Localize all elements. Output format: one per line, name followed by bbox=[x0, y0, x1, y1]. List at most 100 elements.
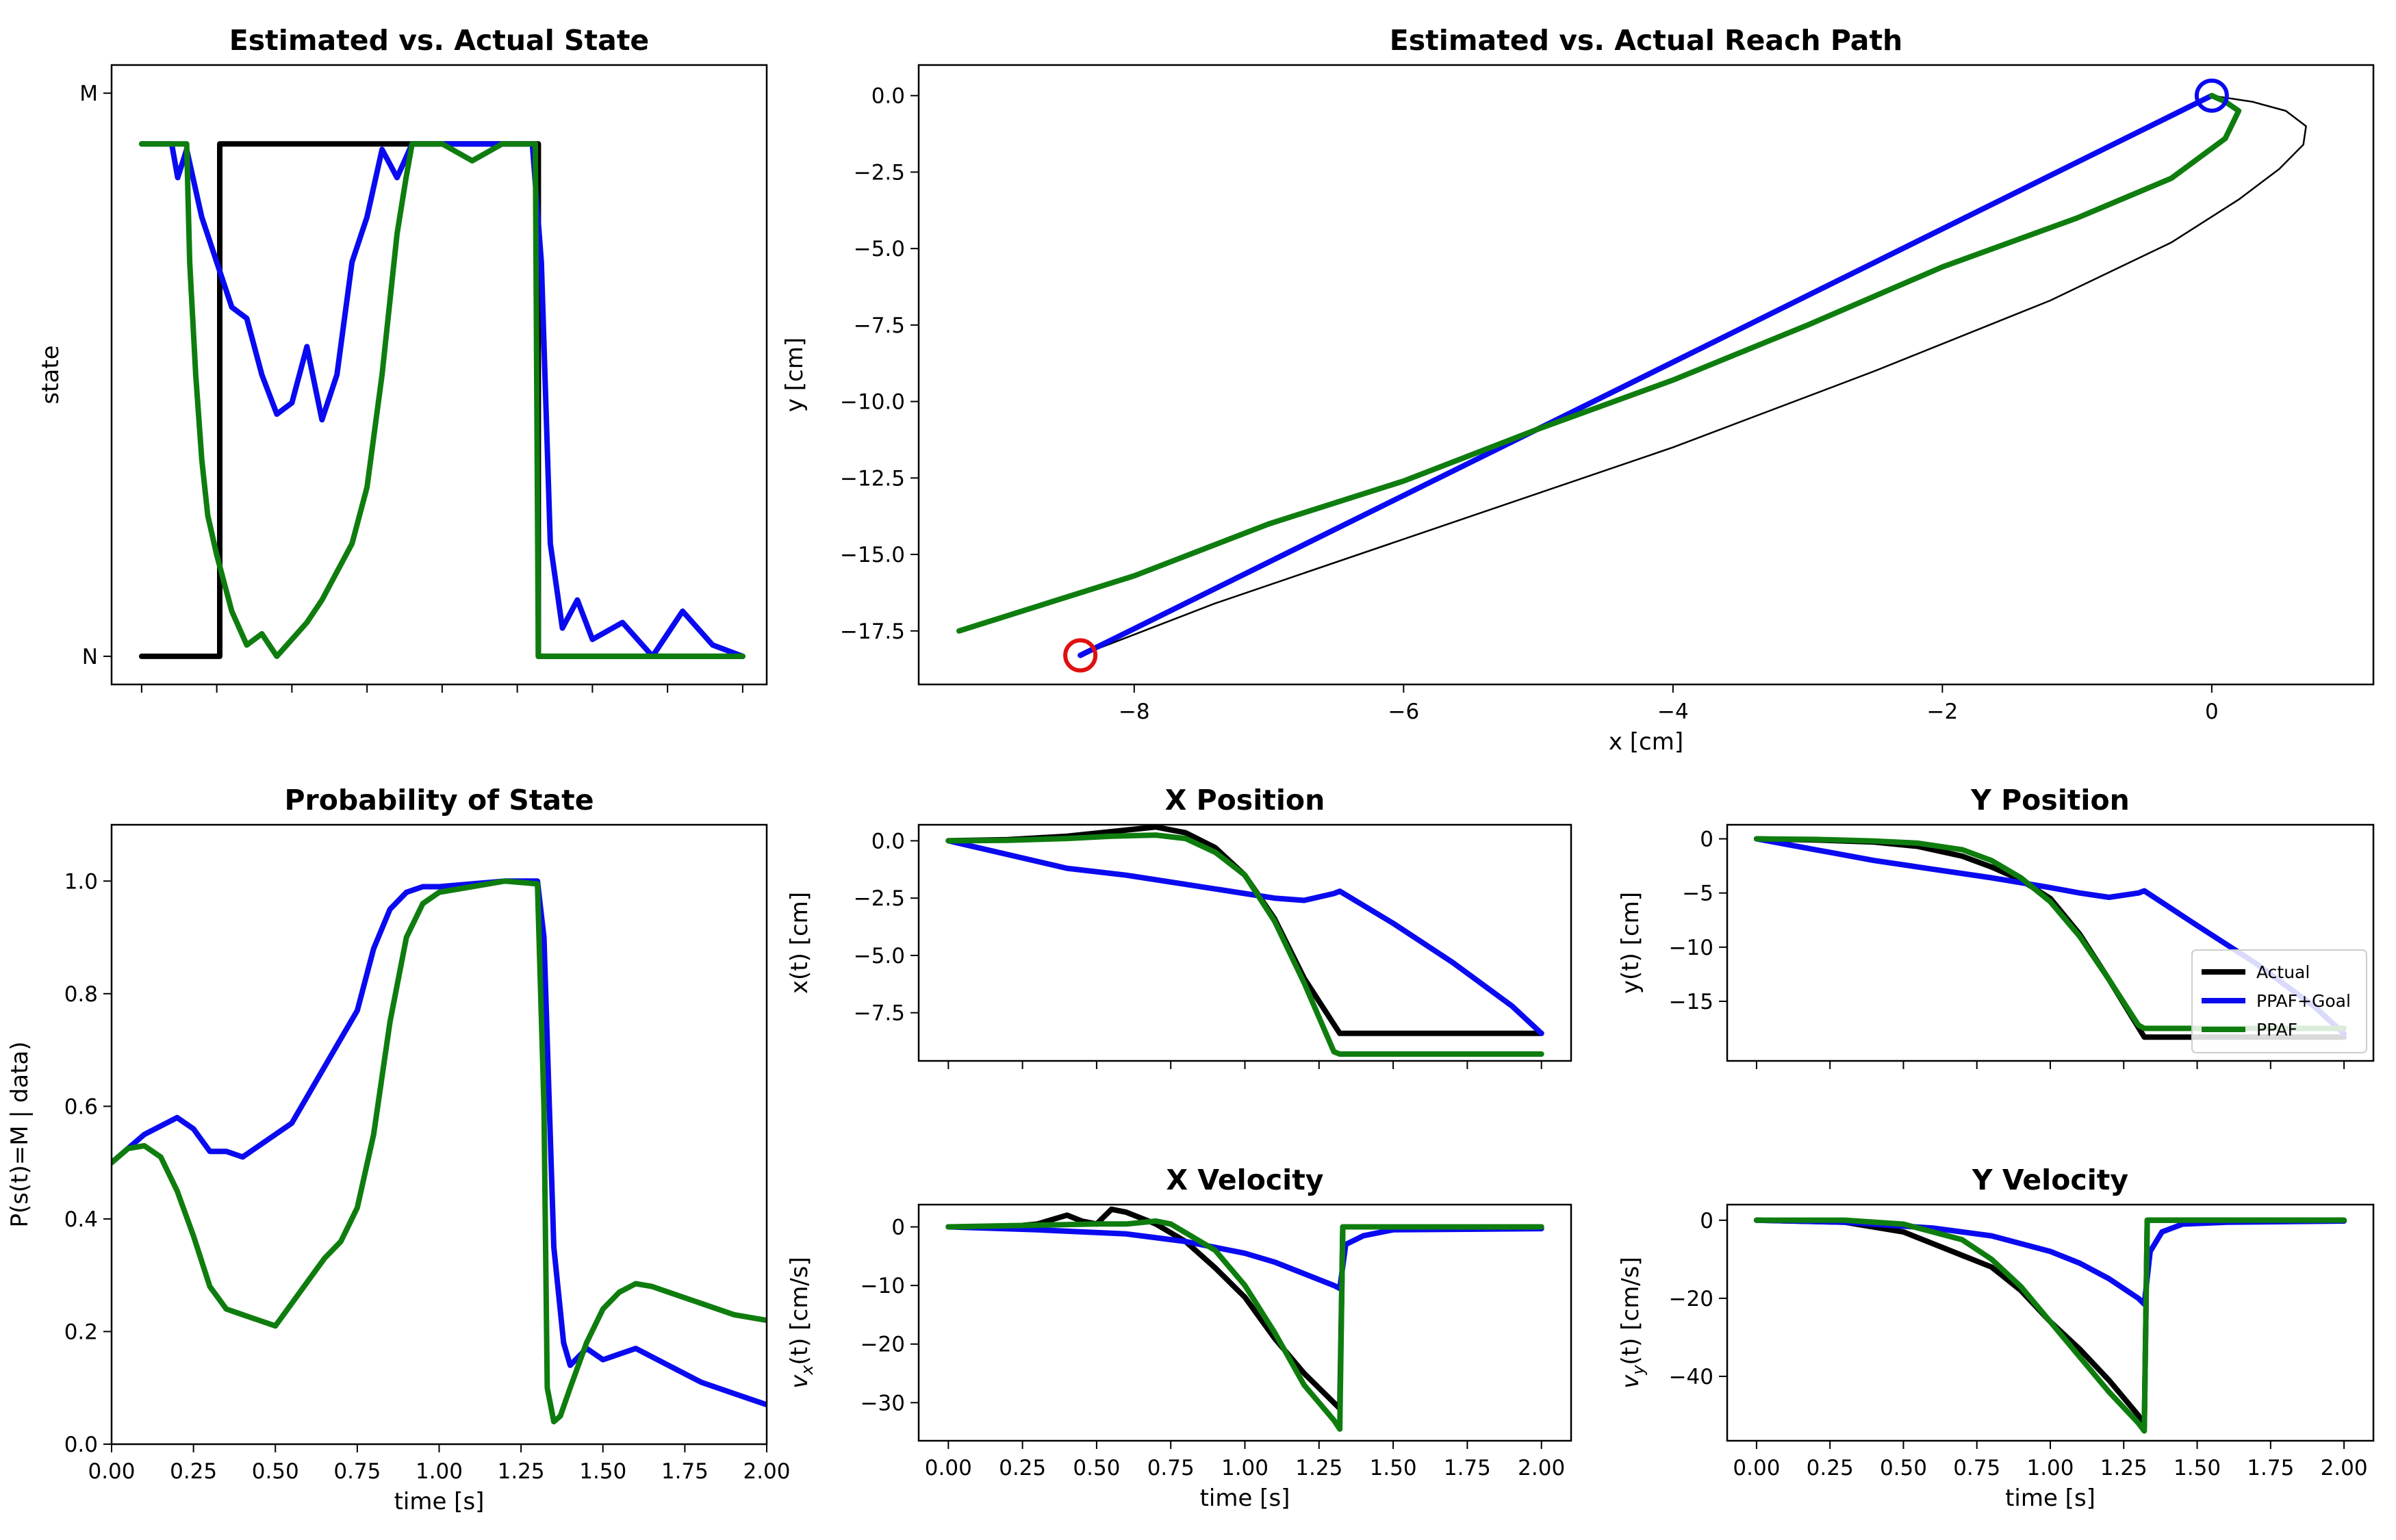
series-line-ppaf bbox=[956, 92, 2242, 634]
x-tick-label: 1.75 bbox=[661, 1459, 709, 1484]
chart-xpos: X Position 0.0 −2.5 −5.0 −7.5 x(t) [cm] bbox=[786, 784, 1572, 1069]
x-tick-label: 2.00 bbox=[743, 1459, 790, 1484]
plot-frame bbox=[110, 64, 768, 686]
series-line-ppaf bbox=[1753, 836, 2347, 1031]
x-tick-label: 1.75 bbox=[2247, 1456, 2294, 1480]
x-tick-label: 0.50 bbox=[1073, 1456, 1120, 1480]
y-tick-label: −2.5 bbox=[854, 886, 905, 911]
chart-title: X Position bbox=[1165, 784, 1325, 817]
y-tick-label: N bbox=[82, 645, 98, 669]
y-axis-label: state bbox=[37, 345, 64, 404]
series-line-ppaf-goal bbox=[112, 878, 767, 1408]
y-tick-label: −5 bbox=[1682, 882, 1713, 906]
x-tick-label: 0.75 bbox=[1147, 1456, 1195, 1480]
y-tick-label: −10.0 bbox=[840, 390, 905, 415]
series-group bbox=[945, 825, 1544, 1057]
y-axis-label: y [cm] bbox=[781, 337, 808, 412]
y-tick-label: −10 bbox=[1669, 936, 1713, 960]
x-tick-label: 2.00 bbox=[1518, 1456, 1565, 1480]
plot-frame bbox=[110, 823, 768, 1446]
y-tick-label: −7.5 bbox=[854, 1001, 905, 1026]
y-tick-label: −10 bbox=[861, 1274, 905, 1298]
x-tick-label: 1.25 bbox=[1295, 1456, 1342, 1480]
x-tick-label: 0.25 bbox=[1807, 1456, 1854, 1480]
series-line-actual bbox=[945, 1206, 1544, 1411]
x-tick-label: −6 bbox=[1388, 700, 1419, 724]
y-tick-label: −30 bbox=[861, 1391, 905, 1415]
chart-title: Probability of State bbox=[284, 784, 594, 817]
series-line-ppaf-goal bbox=[138, 141, 745, 659]
y-tick-label: −2.5 bbox=[854, 160, 905, 185]
x-tick-label: 1.50 bbox=[1370, 1456, 1417, 1480]
y-tick-label: −20 bbox=[1669, 1287, 1713, 1311]
chart-title: Y Position bbox=[1970, 784, 2130, 817]
x-tick-label: −2 bbox=[1927, 700, 1959, 724]
x-tick-label: 1.25 bbox=[498, 1459, 545, 1484]
y-tick-label: −40 bbox=[1669, 1365, 1713, 1389]
x-axis-label: time [s] bbox=[394, 1488, 485, 1515]
x-tick-label: 0.00 bbox=[925, 1456, 972, 1480]
series-line-ppaf bbox=[945, 1218, 1544, 1432]
series-group bbox=[1753, 1217, 2347, 1434]
y-tick-label: 0.0 bbox=[871, 84, 905, 109]
x-tick-label: 1.50 bbox=[579, 1459, 626, 1484]
y-axis-label: vy(t) [cm/s] bbox=[1617, 1257, 1648, 1389]
chart-yvel: Y Velocity 0.00 0.25 0.50 0.75 1.00 1.25 1.50 1.… bbox=[1617, 1164, 2375, 1512]
start-marker bbox=[2194, 78, 2229, 113]
y-tick-label: −7.5 bbox=[854, 313, 905, 338]
y-axis-label: y(t) [cm] bbox=[1617, 892, 1644, 994]
series-line-ppaf-goal bbox=[1078, 92, 2215, 658]
x-axis-label: time [s] bbox=[1200, 1485, 1290, 1512]
y-tick-label: 1.0 bbox=[64, 869, 98, 894]
series-group bbox=[112, 878, 767, 1425]
x-tick-label: 2.00 bbox=[2321, 1456, 2368, 1480]
x-tick-label: 0.50 bbox=[252, 1459, 299, 1484]
x-axis-label: time [s] bbox=[2005, 1485, 2095, 1512]
series-line-actual bbox=[945, 825, 1544, 1036]
y-tick-label: −5.0 bbox=[854, 237, 905, 261]
x-tick-label: 0.25 bbox=[170, 1459, 217, 1484]
series-line-ppaf-goal bbox=[1753, 1217, 2347, 1307]
x-tick-label: 1.00 bbox=[1221, 1456, 1269, 1480]
x-tick-label: −4 bbox=[1657, 700, 1689, 724]
series-line-ppaf bbox=[945, 832, 1544, 1057]
x-tick-label: 1.00 bbox=[2026, 1456, 2074, 1480]
x-tick-label: 0.75 bbox=[333, 1459, 381, 1484]
y-tick-label: 0.4 bbox=[64, 1207, 98, 1232]
y-tick-label: 0.0 bbox=[64, 1433, 98, 1457]
chart-xvel: X Velocity 0.00 0.25 0.50 0.75 1.00 1.25 1.50 1.… bbox=[786, 1164, 1572, 1512]
chart-path: Estimated vs. Actual Reach Path −8 −6 −4 −2 0… bbox=[781, 24, 2375, 756]
y-tick-label: 0.0 bbox=[871, 829, 905, 854]
y-axis-label: x(t) [cm] bbox=[786, 892, 813, 994]
series-line-ppaf-goal bbox=[945, 838, 1544, 1036]
chart-title: X Velocity bbox=[1166, 1164, 1323, 1196]
y-tick-label: 0 bbox=[1700, 827, 1713, 852]
x-tick-label: 1.25 bbox=[2100, 1456, 2148, 1480]
x-tick-label: 0.00 bbox=[1733, 1456, 1780, 1480]
y-axis-label: P(s(t)=M | data) bbox=[6, 1041, 34, 1227]
y-tick-label: 0.2 bbox=[64, 1320, 98, 1344]
y-tick-label: M bbox=[79, 81, 98, 106]
x-tick-label: 1.50 bbox=[2174, 1456, 2221, 1480]
series-line-actual bbox=[138, 141, 745, 659]
y-tick-label: −15 bbox=[1669, 990, 1713, 1014]
series-group bbox=[956, 92, 2307, 658]
series-line-ppaf bbox=[1753, 1217, 2347, 1434]
plot-frame bbox=[917, 64, 2375, 686]
legend-label: Actual bbox=[2256, 962, 2310, 982]
plot-frame bbox=[917, 1203, 1572, 1442]
goal-marker bbox=[1063, 638, 1098, 673]
x-tick-label: 1.75 bbox=[1444, 1456, 1491, 1480]
y-tick-label: −17.5 bbox=[840, 619, 905, 644]
x-tick-label: −8 bbox=[1119, 700, 1150, 724]
plot-frame bbox=[917, 823, 1572, 1062]
y-tick-label: −20 bbox=[861, 1333, 905, 1357]
plot-frame bbox=[1726, 823, 2375, 1062]
x-tick-label: 0.50 bbox=[1880, 1456, 1927, 1480]
legend-label: PPAF bbox=[2256, 1020, 2297, 1040]
y-tick-label: 0 bbox=[891, 1216, 905, 1240]
series-line-actual bbox=[1079, 94, 2307, 656]
